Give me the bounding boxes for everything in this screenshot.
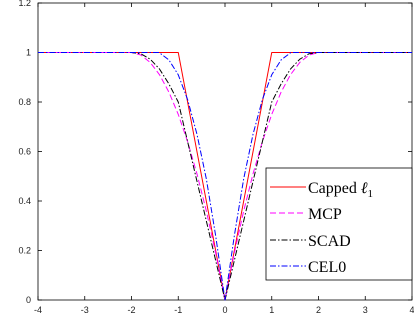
- legend-label-cel0: CEL0: [308, 259, 346, 276]
- legend-label-scad: SCAD: [308, 233, 351, 250]
- series-lines: [38, 52, 412, 301]
- series-line-cel0: [38, 52, 412, 301]
- x-tick-label: 0: [222, 305, 227, 315]
- legend-label-mcp: MCP: [308, 206, 342, 223]
- x-tick-label: -2: [127, 305, 135, 315]
- x-tick-label: 4: [409, 305, 414, 315]
- series-line-mcp: [38, 52, 412, 301]
- y-tick-label: 0.6: [18, 147, 31, 157]
- y-tick-label: 0.8: [18, 97, 31, 107]
- y-tick-label: 0: [26, 295, 31, 305]
- y-tick-label: 1: [26, 48, 31, 58]
- x-tick-label: -4: [34, 305, 42, 315]
- x-tick-label: 2: [316, 305, 321, 315]
- x-tick-label: 3: [363, 305, 368, 315]
- x-tick-label: -3: [81, 305, 89, 315]
- y-tick-label: 0.4: [18, 196, 31, 206]
- y-tick-label: 0.2: [18, 246, 31, 256]
- legend-label-capped-l1: Capped ℓ1: [308, 180, 373, 200]
- legend: Capped ℓ1 MCP SCAD CEL0: [265, 167, 413, 281]
- x-tick-label: 1: [269, 305, 274, 315]
- axis-ticks: -4 -3 -2 -1 0 1 2 3 4 0 0.2 0.4 0.6 0.8 1 1.2: [18, 0, 414, 315]
- y-tick-label: 1.2: [18, 0, 31, 8]
- x-tick-label: -1: [174, 305, 182, 315]
